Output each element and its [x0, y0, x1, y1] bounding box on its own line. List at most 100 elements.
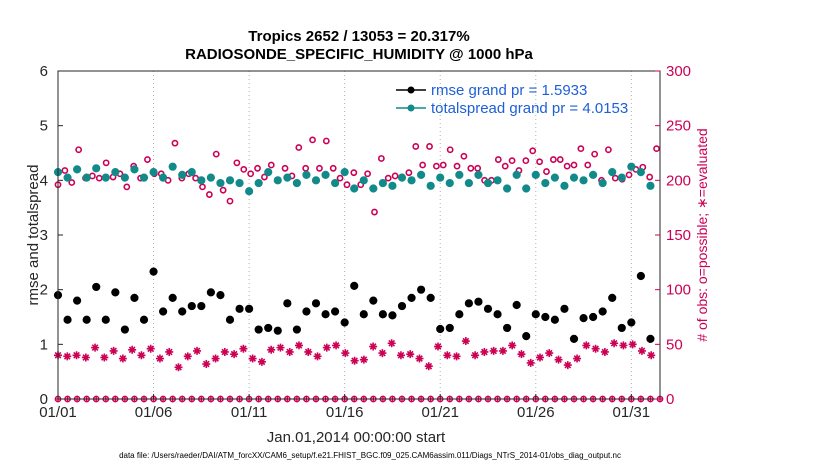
rmse-marker [627, 318, 636, 327]
rmse-marker [120, 325, 129, 334]
spread-marker [340, 168, 349, 177]
spread-marker [560, 181, 569, 190]
obs-evaluated-marker [628, 340, 637, 349]
spread-marker [245, 187, 254, 196]
y-tick-label-left: 0 [40, 391, 48, 408]
obs-possible-marker [68, 179, 76, 186]
spread-marker [197, 176, 206, 185]
obs-possible-marker [625, 171, 633, 179]
obs-evaluated-marker [517, 350, 526, 359]
spread-marker [264, 168, 273, 177]
spread-marker [426, 181, 435, 190]
obs-possible-marker [432, 162, 440, 170]
rmse-marker [569, 334, 579, 343]
rmse-marker [598, 307, 607, 316]
rmse-marker [464, 299, 473, 308]
obs-possible-marker [199, 183, 206, 191]
obs-possible-marker [522, 157, 530, 165]
rmse-marker [608, 293, 617, 302]
obs-evaluated-marker [415, 354, 424, 363]
spread-marker [550, 173, 559, 182]
obs-possible-marker [226, 197, 234, 205]
obs-evaluated-marker [359, 355, 368, 364]
rmse-marker [617, 323, 626, 333]
spread-marker [598, 178, 607, 188]
obs-possible-marker [75, 146, 83, 154]
obs-evaluated-marker [294, 341, 303, 350]
obs-evaluated-marker [239, 344, 248, 353]
rmse-marker [283, 299, 292, 308]
rmse-marker [579, 313, 588, 323]
y-tick-label-left: 6 [40, 63, 48, 80]
obs-evaluated-marker [563, 361, 572, 370]
spread-marker [225, 176, 235, 185]
obs-evaluated-marker [637, 346, 646, 355]
obs-evaluated-marker [313, 352, 322, 361]
obs-evaluated-marker [619, 341, 628, 350]
obs-evaluated-marker [341, 349, 350, 358]
obs-possible-marker [316, 164, 323, 172]
obs-possible-marker [419, 161, 427, 169]
spread-marker [378, 178, 387, 188]
rmse-marker [168, 293, 177, 302]
rmse-marker [340, 318, 349, 327]
obs-evaluated-marker [545, 349, 554, 358]
obs-possible-marker [453, 162, 461, 170]
obs-possible-marker [260, 173, 268, 181]
obs-evaluated-marker [211, 354, 220, 363]
obs-possible-marker [508, 157, 516, 165]
obs-possible-marker [377, 155, 385, 162]
obs-possible-marker [302, 164, 310, 172]
rmse-marker [369, 296, 378, 305]
obs-possible-marker [556, 156, 564, 163]
obs-possible-marker [570, 161, 578, 169]
rmse-marker [388, 311, 397, 320]
obs-evaluated-marker [146, 344, 155, 353]
obs-evaluated-marker [647, 351, 656, 360]
y-tick-label-right: 300 [666, 63, 691, 80]
spread-marker [445, 178, 454, 188]
y-tick-label-right: 0 [666, 391, 674, 408]
rmse-marker [139, 315, 149, 324]
obs-evaluated-marker [72, 351, 81, 360]
obs-possible-marker [336, 174, 344, 182]
obs-possible-marker [584, 161, 592, 169]
obs-possible-marker [591, 150, 599, 158]
x-tick-label: 01/06 [135, 404, 173, 421]
obs-possible-marker [102, 159, 110, 167]
rmse-marker [512, 300, 521, 310]
obs-possible-marker [247, 170, 255, 178]
spread-marker [483, 178, 493, 188]
rmse-marker [187, 301, 196, 311]
spread-marker [388, 181, 397, 190]
spread-marker [63, 173, 72, 182]
y-tick-label-left: 3 [40, 227, 48, 244]
spread-marker [608, 168, 617, 177]
obs-evaluated-marker [100, 353, 109, 362]
obs-evaluated-marker [174, 363, 183, 372]
y-axis-label-left: rmse and totalspread [25, 165, 42, 306]
obs-evaluated-marker [554, 355, 563, 364]
y-tick-label-left: 4 [40, 172, 48, 189]
obs-possible-marker [295, 144, 303, 151]
x-tick-label: 01/26 [517, 404, 555, 421]
obs-possible-marker [205, 191, 213, 198]
rmse-marker [331, 307, 340, 316]
obs-possible-marker [95, 174, 103, 182]
obs-evaluated-marker [128, 345, 137, 354]
obs-evaluated-marker [378, 349, 387, 358]
rmse-marker [225, 315, 235, 324]
obs-possible-marker [646, 173, 654, 181]
spread-marker [206, 173, 215, 182]
chart-title-line2: RADIOSONDE_SPECIFIC_HUMIDITY @ 1000 hPa [185, 46, 533, 63]
rmse-marker [206, 288, 215, 297]
rmse-marker [130, 293, 139, 302]
spread-marker [407, 176, 416, 185]
obs-possible-marker [219, 186, 227, 194]
obs-possible-marker [254, 164, 261, 172]
data-file-footer: data file: /Users/raeder/DAI/ATM_forcXX/… [119, 451, 621, 460]
obs-possible-marker [549, 156, 557, 163]
obs-evaluated-marker [452, 352, 461, 361]
obs-possible-marker [384, 174, 392, 182]
spread-marker [101, 173, 110, 182]
